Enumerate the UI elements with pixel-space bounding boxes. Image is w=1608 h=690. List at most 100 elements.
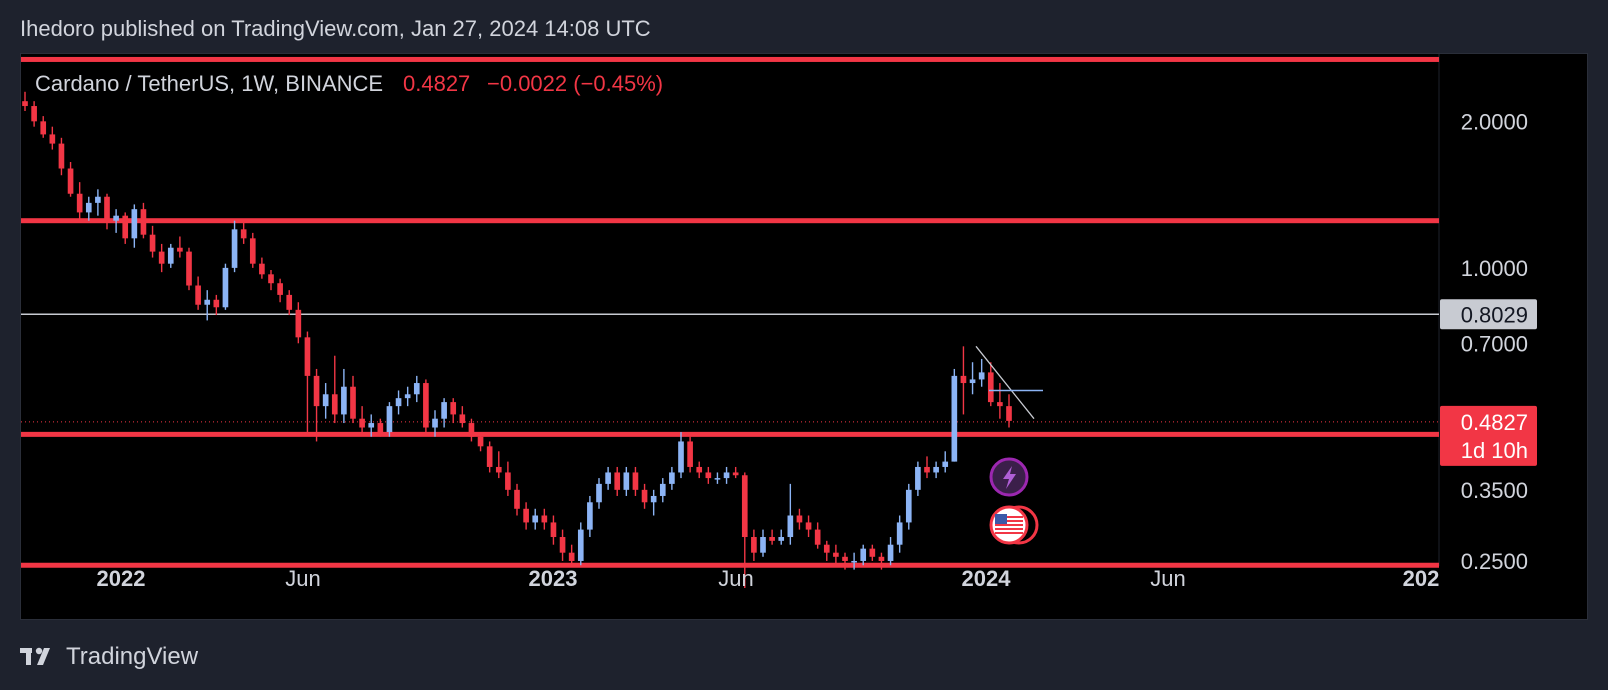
candle-body	[40, 121, 47, 135]
candle	[322, 383, 329, 419]
candle	[277, 278, 283, 303]
brand-name[interactable]: TradingView	[66, 643, 199, 670]
candle	[477, 432, 484, 452]
candle	[31, 101, 37, 127]
candle	[605, 466, 611, 490]
x-tick-label: 2023	[529, 566, 578, 591]
candle	[669, 466, 675, 490]
candlestick-chart[interactable]: Cardano / TetherUS, 1W, BINANCE 0.4827 −0.…	[21, 54, 1587, 619]
candle	[167, 243, 174, 268]
countdown-label: 1d 10h	[1461, 438, 1528, 463]
candle	[887, 537, 894, 566]
x-tick-label: Jun	[285, 566, 320, 591]
candle	[623, 466, 630, 496]
candle	[541, 508, 548, 530]
candle	[113, 209, 119, 233]
candle-body	[641, 489, 648, 503]
candle	[614, 466, 621, 496]
candle	[350, 375, 356, 424]
candle-body	[331, 394, 338, 415]
candle	[842, 552, 848, 570]
candle	[915, 461, 921, 496]
candle	[468, 418, 475, 442]
candle-body	[177, 247, 183, 252]
candle	[231, 220, 238, 273]
candle-body	[113, 215, 119, 221]
candle	[85, 196, 92, 221]
tradingview-logo-icon[interactable]	[20, 646, 58, 668]
publisher-line: Ihedoro published on TradingView.com, Ja…	[20, 16, 651, 41]
candle-body	[860, 548, 867, 561]
candle	[587, 495, 593, 538]
candle-body	[687, 441, 693, 467]
y-tick-label: 2.0000	[1461, 109, 1528, 134]
candle	[341, 368, 347, 424]
candle	[377, 418, 384, 437]
candle	[40, 116, 47, 138]
candle	[441, 398, 447, 428]
candle	[851, 552, 857, 570]
candle-body	[778, 537, 785, 541]
candle-body	[997, 402, 1003, 407]
candle	[760, 529, 766, 557]
chart-pane[interactable]: Cardano / TetherUS, 1W, BINANCE 0.4827 −0.…	[20, 53, 1588, 620]
candle	[295, 302, 302, 344]
candle	[58, 137, 65, 176]
candle-body	[204, 299, 211, 305]
candle	[186, 247, 192, 291]
candle-body	[395, 398, 402, 407]
candle	[140, 202, 147, 239]
candle-body	[905, 489, 912, 523]
candle-body	[596, 483, 602, 503]
candle-body	[49, 134, 56, 144]
candle-body	[723, 472, 730, 479]
level-line	[21, 431, 1439, 437]
candle	[222, 263, 229, 310]
candle	[495, 451, 502, 479]
us-flag-event-icon	[989, 505, 1039, 545]
candle	[122, 212, 129, 244]
candle-body	[67, 168, 74, 194]
candle-body	[231, 229, 238, 268]
candle-body	[259, 263, 265, 275]
candle	[905, 483, 912, 530]
candle-body	[960, 375, 967, 384]
candle	[678, 432, 684, 479]
candle	[486, 441, 493, 473]
candle-body	[568, 552, 575, 561]
candle	[268, 270, 274, 291]
candle-body	[605, 472, 611, 484]
candle-body	[823, 544, 830, 553]
candle-body	[195, 285, 201, 305]
trendline	[975, 345, 1035, 420]
candle-body	[915, 466, 921, 490]
candle-body	[322, 394, 329, 407]
candle-body	[359, 418, 365, 428]
y-tick-label: 1.0000	[1461, 256, 1528, 281]
price-change-value: −0.0022 (−0.45%)	[487, 71, 663, 96]
candle-body	[833, 552, 839, 557]
y-tick-label: 0.7000	[1461, 331, 1528, 356]
candle-body	[732, 472, 739, 476]
candle-body	[167, 247, 174, 264]
candle-body	[140, 209, 147, 235]
candle-body	[240, 229, 247, 239]
candle	[650, 489, 657, 516]
candle-body	[669, 472, 675, 484]
candle-body	[423, 383, 429, 428]
candle-body	[122, 215, 129, 239]
candle-body	[842, 556, 848, 561]
candle-body	[386, 406, 393, 433]
candle-body	[577, 529, 584, 561]
candle-body	[413, 383, 420, 395]
candle	[395, 390, 402, 415]
candle	[304, 331, 311, 433]
candle-body	[659, 483, 666, 496]
candle	[869, 544, 876, 561]
candle-body	[477, 436, 484, 447]
candle-body	[450, 402, 457, 415]
candle	[696, 461, 703, 479]
candle-body	[313, 375, 320, 407]
candle-body	[468, 423, 475, 437]
candle-body	[486, 446, 493, 467]
